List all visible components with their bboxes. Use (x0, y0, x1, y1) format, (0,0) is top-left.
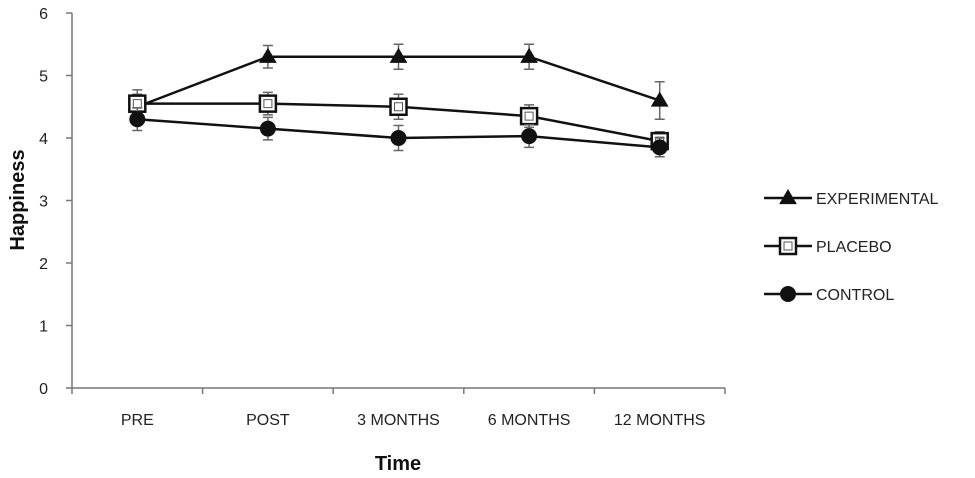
x-tick-label: PRE (121, 412, 154, 429)
data-point-marker (519, 106, 539, 126)
y-tick-label: 0 (39, 381, 48, 398)
data-point-marker-inner (394, 102, 403, 112)
y-tick-label: 2 (39, 256, 48, 273)
data-point-marker (258, 94, 278, 113)
x-tick-label: 6 MONTHS (488, 412, 571, 429)
y-tick-label: 5 (39, 69, 48, 86)
data-point-marker (390, 130, 407, 146)
data-point-marker (389, 47, 408, 63)
y-tick-label: 6 (39, 6, 48, 23)
legend-marker-inner (783, 241, 793, 251)
legend-label: CONTROL (816, 287, 894, 304)
y-ticks: 0 1 2 3 4 5 6 (39, 6, 72, 398)
y-axis-title: Happiness (7, 149, 29, 250)
data-point-marker (259, 47, 277, 63)
legend: EXPERIMENTAL PLACEBO CONTROL (764, 189, 939, 304)
legend-marker (779, 189, 797, 205)
data-point-marker (259, 120, 276, 137)
legend-marker (780, 286, 796, 302)
x-tick-label: 3 MONTHS (357, 412, 440, 429)
legend-label: PLACEBO (816, 239, 892, 256)
data-point-marker (520, 47, 538, 63)
data-point-marker (389, 97, 408, 116)
data-point-marker (129, 111, 146, 128)
data-point-marker (521, 128, 538, 145)
legend-item: PLACEBO (764, 236, 892, 256)
series-layer (128, 43, 669, 158)
legend-item: EXPERIMENTAL (764, 189, 939, 208)
data-point-marker-inner (263, 99, 273, 109)
x-axis-title: Time (375, 453, 421, 475)
data-point-marker-inner (524, 111, 534, 121)
series-experimental (128, 43, 669, 120)
series-control (129, 107, 668, 158)
data-point-marker (650, 91, 669, 107)
legend-marker (778, 236, 798, 256)
x-ticks: PRE POST 3 MONTHS 6 MONTHS 12 MONTHS (71, 388, 726, 429)
y-tick-label: 1 (39, 319, 48, 336)
data-point-marker (651, 139, 668, 156)
y-tick-label: 3 (39, 194, 48, 211)
x-tick-label: POST (246, 412, 290, 429)
x-tick-label: 12 MONTHS (614, 412, 706, 429)
y-tick-label: 4 (39, 131, 48, 148)
legend-item: CONTROL (764, 286, 894, 304)
legend-label: EXPERIMENTAL (816, 191, 939, 208)
